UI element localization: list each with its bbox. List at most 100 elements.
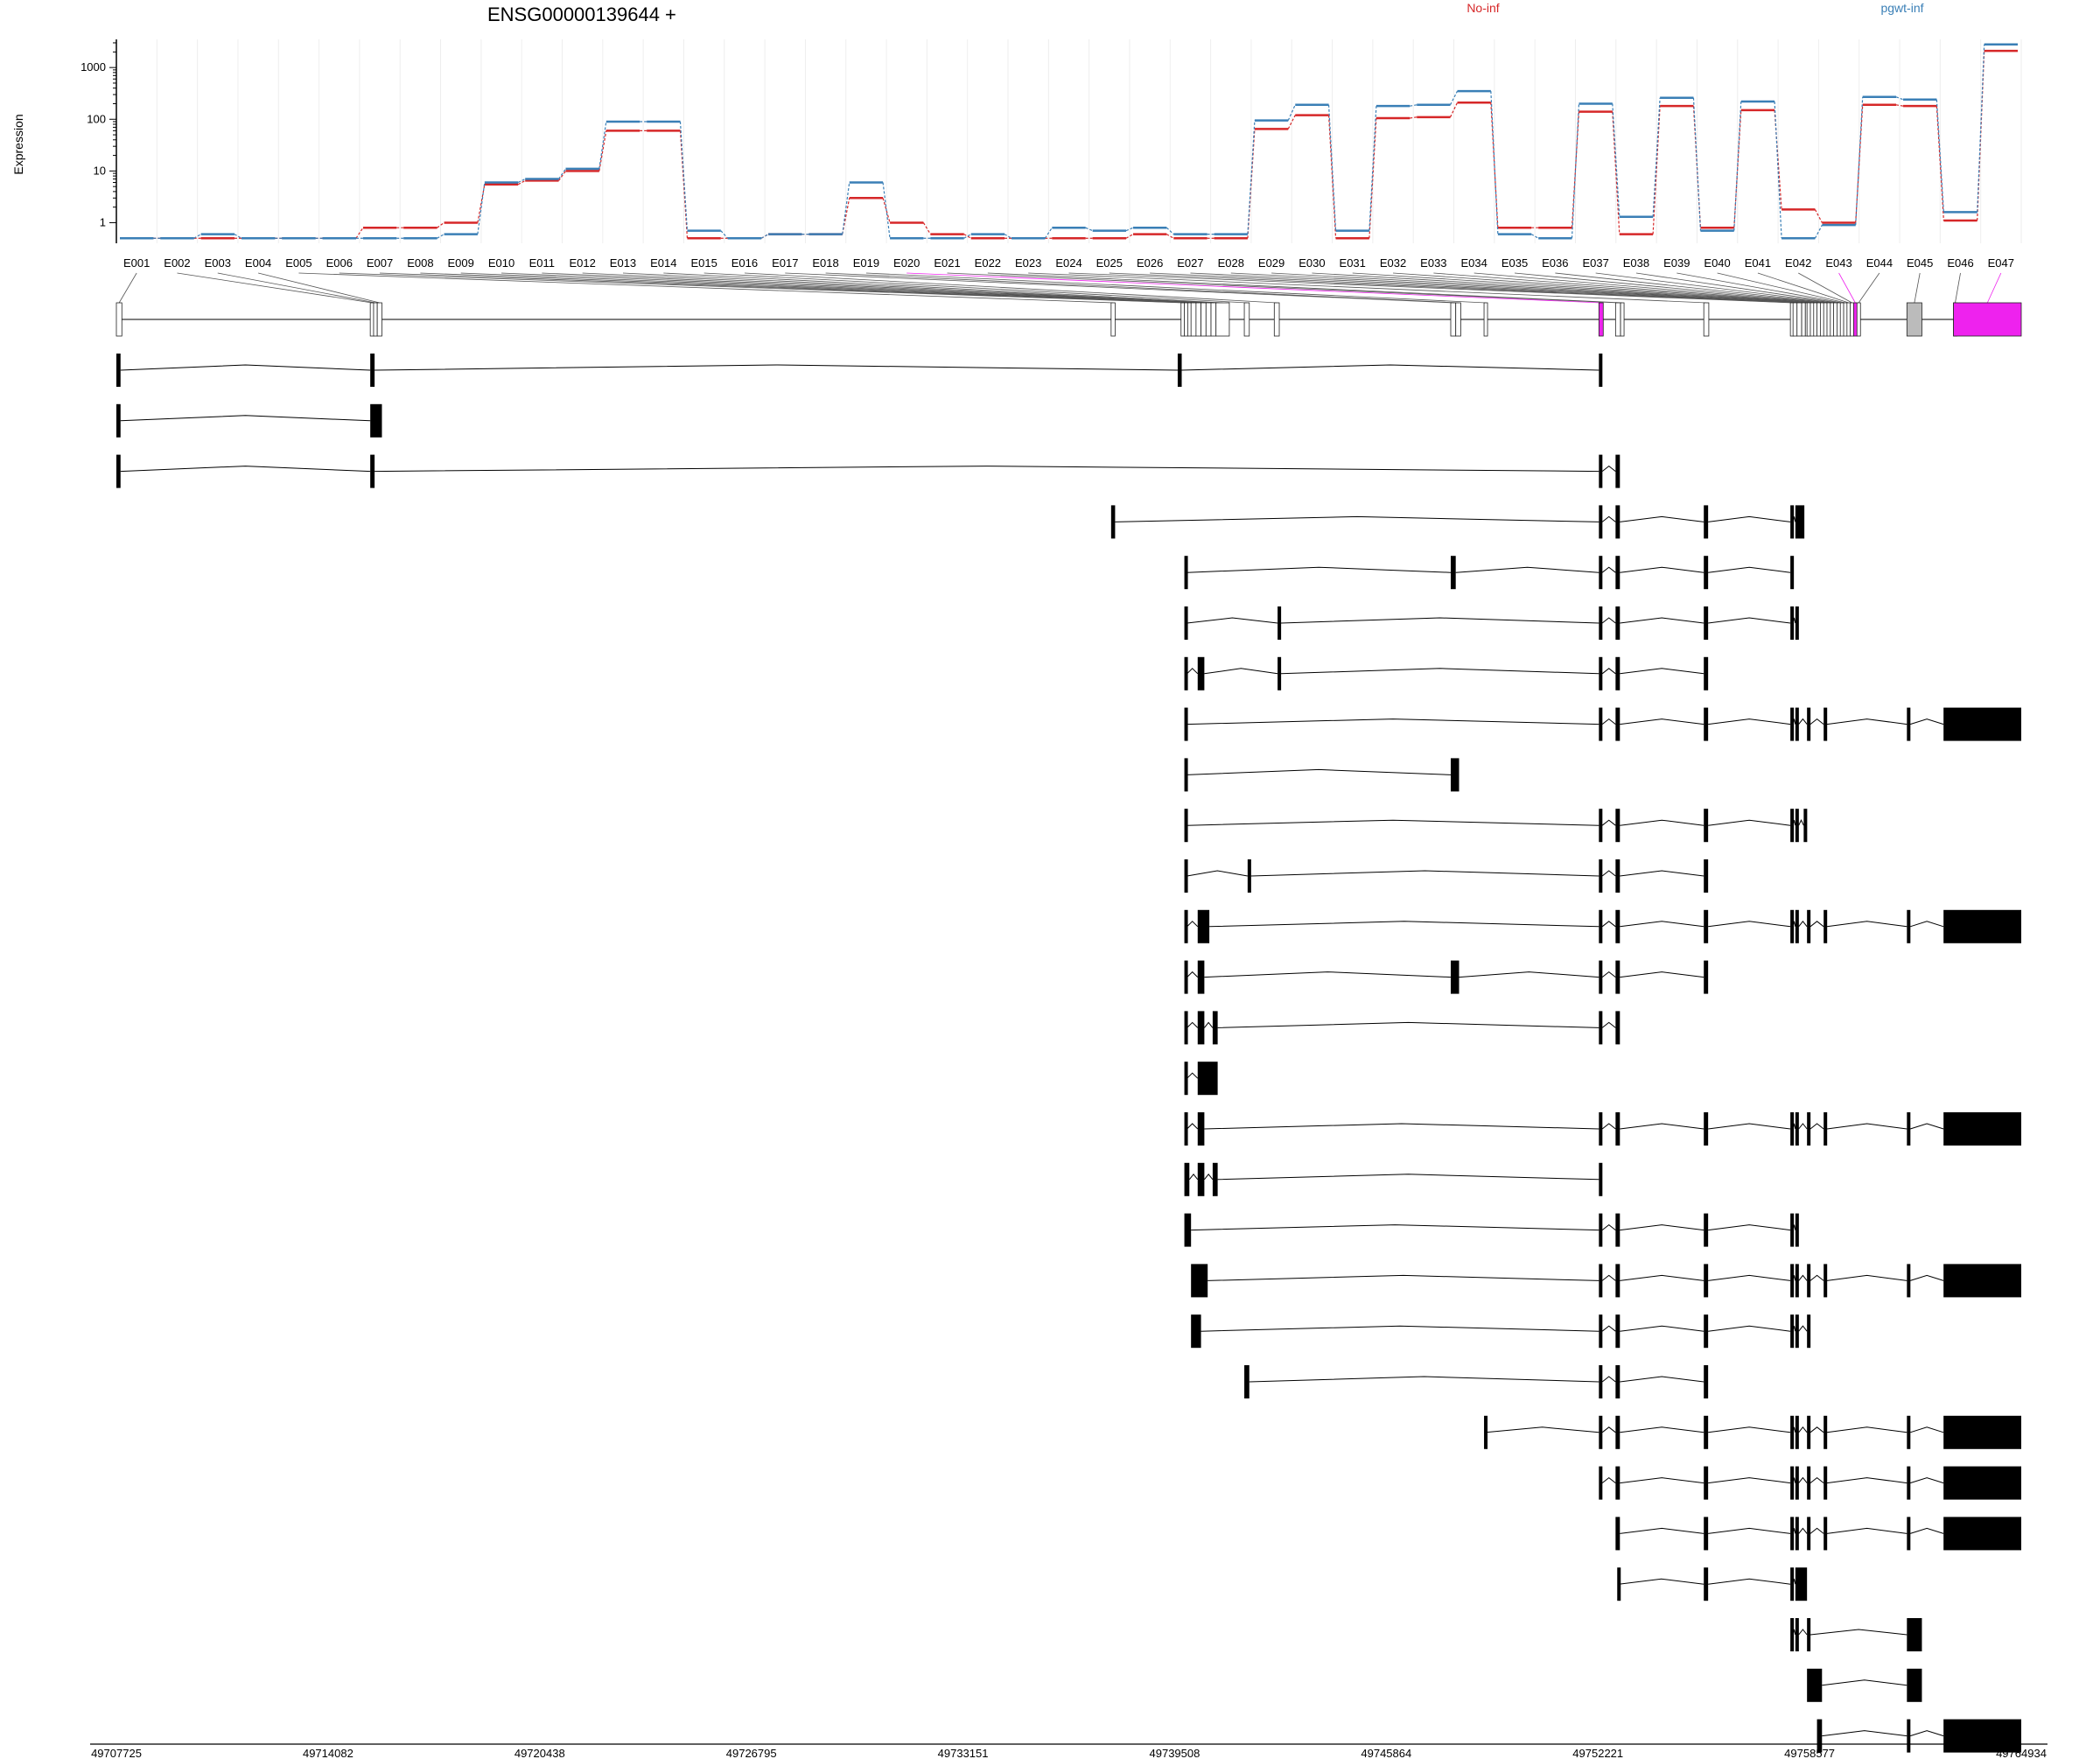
series-connector	[437, 234, 444, 239]
exon-block	[1599, 1112, 1603, 1146]
exon-bin	[1853, 302, 1858, 337]
intron-line	[1250, 870, 1600, 877]
intron-line	[1208, 1274, 1600, 1281]
intron-line	[1708, 1123, 1791, 1130]
exon-block	[1599, 656, 1603, 690]
series-connector	[1652, 106, 1661, 235]
series-connector	[355, 227, 364, 239]
exon-bin	[1830, 302, 1835, 337]
intron-line	[1798, 718, 1808, 725]
exon-block	[1599, 1213, 1603, 1247]
series-connector	[1125, 234, 1134, 239]
exon-block	[1795, 909, 1799, 943]
bin-connector	[542, 272, 1204, 304]
transcript-15	[1184, 1062, 1218, 1096]
exon-block	[1177, 354, 1182, 387]
genomic-axis: 49707725 49714082 49720438 49726795 49733151…	[90, 1743, 2048, 1759]
exon-bin	[1110, 302, 1116, 337]
intron-line	[1204, 1123, 1600, 1130]
series-connector	[1895, 104, 1904, 107]
bin-connector	[1858, 272, 1880, 304]
series-connector	[1368, 117, 1377, 239]
intron-line	[1191, 1224, 1600, 1231]
exon-label: E026	[1137, 256, 1163, 270]
series-connector	[1247, 120, 1256, 235]
exon-label: E042	[1785, 256, 1811, 270]
exon-block	[1615, 454, 1620, 488]
bin-connector	[1230, 272, 1807, 304]
intron-line	[1826, 1477, 1908, 1484]
bin-connector	[1474, 272, 1826, 304]
exon-label: E025	[1096, 256, 1123, 270]
exon-block	[1795, 1618, 1799, 1651]
exon-label: E047	[1988, 256, 2014, 270]
exon-label: E018	[812, 256, 838, 270]
exon-label: E037	[1582, 256, 1608, 270]
exon-bin	[373, 302, 378, 337]
bin-connector	[1555, 272, 1832, 304]
exon-block	[1943, 1719, 2021, 1753]
exon-block	[1184, 960, 1188, 994]
exon-block	[1795, 1567, 1808, 1601]
exon-block	[1790, 1567, 1795, 1601]
exon-block	[1212, 1162, 1218, 1196]
intron-line	[1601, 819, 1616, 826]
exon-bin	[1243, 302, 1250, 337]
intron-line	[1708, 1426, 1791, 1433]
series-connector	[1166, 227, 1174, 235]
exon-block	[1704, 809, 1709, 843]
bin-connector	[380, 272, 1186, 304]
exon-label: E045	[1907, 256, 1933, 270]
intron-line	[1708, 819, 1791, 826]
exon-labels: E001 E002 E003 E004 E005 E006 E007 E008 E009 E010…	[123, 256, 2014, 270]
exon-block	[1599, 454, 1603, 488]
intron-line	[1601, 1021, 1616, 1028]
intron-line	[1810, 1274, 1824, 1281]
intron-line	[1601, 1274, 1616, 1281]
exon-block	[1704, 656, 1709, 690]
transcript-25	[1617, 1567, 1808, 1601]
intron-line	[1601, 1476, 1616, 1483]
intron-line	[1601, 921, 1616, 928]
exon-block	[370, 354, 375, 387]
exon-block	[1704, 909, 1709, 943]
exon-block	[1615, 809, 1620, 843]
exon-block	[116, 354, 121, 387]
exon-block	[1599, 606, 1603, 640]
intron-line	[1601, 1123, 1616, 1130]
exon-block	[1704, 1567, 1709, 1601]
series-connector	[1814, 224, 1823, 239]
intron-line	[1909, 1274, 1944, 1281]
intron-line	[1186, 668, 1199, 675]
bin-connector	[906, 272, 1601, 304]
transcript-21	[1244, 1365, 1709, 1398]
exon-block	[1790, 1264, 1795, 1298]
intron-line	[1620, 1477, 1704, 1484]
intron-line	[1186, 1123, 1199, 1130]
exon-block	[1599, 960, 1603, 994]
exon-block	[1824, 909, 1828, 943]
series-connector	[1044, 227, 1053, 239]
intron-line	[1822, 1679, 1908, 1686]
exon-label: E031	[1340, 256, 1366, 270]
exon-block	[1191, 1264, 1208, 1298]
series-connector	[1449, 102, 1459, 118]
intron-line	[1798, 920, 1808, 928]
genomic-tick-label: 49714082	[303, 1747, 354, 1759]
series-connector	[963, 234, 972, 239]
exon-block	[1615, 556, 1620, 590]
exon-label: E038	[1623, 256, 1649, 270]
exon-block	[1615, 960, 1620, 994]
exon-label: E021	[934, 256, 960, 270]
series-connector	[882, 182, 891, 239]
intron-line	[1217, 1021, 1600, 1028]
exon-label: E011	[529, 256, 555, 270]
exon-block	[1704, 1415, 1709, 1449]
intron-line	[1620, 870, 1704, 877]
bin-connector	[339, 272, 1183, 304]
exon-bin	[1455, 302, 1461, 337]
bin-connector	[217, 272, 376, 304]
exon-block	[1943, 1466, 2021, 1500]
exon-label: E007	[367, 256, 393, 270]
exon-label: E024	[1055, 256, 1082, 270]
